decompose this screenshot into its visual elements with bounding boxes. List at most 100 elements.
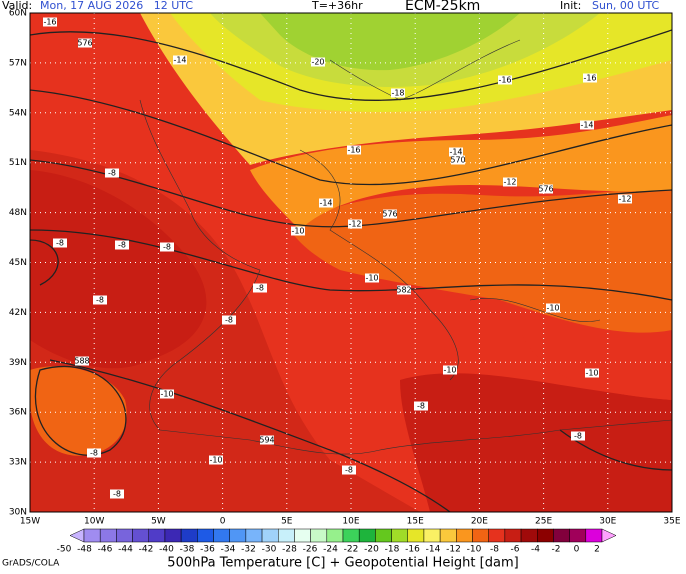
contour-label-box — [43, 17, 57, 27]
contour-label-box — [105, 168, 119, 178]
colorbar-label: -24 — [323, 545, 338, 555]
contour-label: -10 — [585, 368, 599, 378]
colorbar-label: -14 — [426, 545, 441, 555]
lon-label: 0 — [220, 517, 226, 527]
lat-label: 33N — [9, 458, 27, 468]
contour-label-box — [110, 489, 124, 499]
contour-label: -10 — [291, 226, 305, 236]
contour-label-box — [580, 120, 594, 130]
contour-label-text: -8 — [56, 239, 64, 248]
colorbar-box — [585, 528, 603, 543]
contour-label: -8 — [414, 401, 428, 411]
colorbar-label: -42 — [139, 545, 154, 555]
contour-label-text: -16 — [498, 76, 511, 85]
contour-label-box — [451, 155, 465, 165]
contour-label-text: -8 — [96, 296, 104, 305]
colorbar-label: -4 — [531, 545, 540, 555]
contour-label: -12 — [618, 194, 632, 204]
colorbar-box — [132, 528, 149, 543]
contour-label-box — [75, 356, 89, 366]
contour-label: -10 — [160, 389, 174, 399]
model-name: ECM-25km — [405, 0, 480, 14]
colorbar-box — [569, 528, 587, 543]
colorbar-label: -26 — [303, 545, 318, 555]
colorbar-box — [375, 528, 392, 543]
contour-label: -16 — [583, 73, 597, 83]
init-time: Sun, 00 UTC — [592, 0, 660, 12]
footer-title: 500hPa Temperature [C] + Geopotential He… — [167, 556, 518, 571]
contour-label: 576 — [538, 184, 554, 194]
colorbar-box — [83, 528, 101, 543]
contour-label-text: -8 — [345, 466, 353, 475]
contour-label: -8 — [87, 448, 101, 458]
contour-label: 588 — [74, 356, 90, 366]
contour-label-text: -20 — [311, 58, 324, 67]
colorbar-label: -16 — [405, 545, 420, 555]
contour-label: -10 — [443, 365, 457, 375]
contour-label-text: -16 — [43, 18, 56, 27]
lat-label: 60N — [9, 9, 27, 19]
lat-label: 42N — [9, 308, 27, 318]
colorbar-box — [456, 528, 473, 543]
contour-label-box — [618, 194, 632, 204]
lead-time: T=+36hr — [311, 0, 363, 12]
contour-label-box — [291, 226, 305, 236]
contour-label-text: 576 — [538, 185, 553, 194]
lat-label: 48N — [9, 208, 27, 218]
colorbar-box — [310, 528, 328, 543]
contour-label-box — [78, 38, 92, 48]
colorbar-box — [148, 528, 166, 543]
colorbar-label: -32 — [241, 545, 256, 555]
lon-label: 5W — [151, 517, 166, 527]
lat-lon-grid — [30, 13, 672, 512]
contour-label-box — [209, 455, 223, 465]
valid-label: Valid: — [2, 0, 32, 12]
contour-label-box — [347, 145, 361, 155]
colorbar-label: -50 — [57, 545, 72, 555]
contour-label: -18 — [391, 88, 405, 98]
contour-label-box — [115, 240, 129, 250]
colorbar-label: -38 — [180, 545, 195, 555]
contour-label: -8 — [222, 315, 236, 325]
contour-label-text: -8 — [90, 449, 98, 458]
contour-label-box — [583, 73, 597, 83]
colorbar-label: -46 — [98, 545, 113, 555]
lat-label: 39N — [9, 358, 27, 368]
contour-label-box — [539, 184, 553, 194]
contour-label-box — [503, 177, 517, 187]
contour-label: -8 — [93, 295, 107, 305]
contour-label: 576 — [382, 209, 398, 219]
colorbar-label: -28 — [282, 545, 297, 555]
colorbar-box — [294, 528, 311, 543]
colorbar-box — [537, 528, 554, 543]
lon-label: 10W — [84, 517, 104, 527]
contour-label-box — [260, 435, 274, 445]
contour-label: 582 — [396, 285, 412, 295]
colorbar-high-triangle — [601, 528, 617, 543]
contour-label-box — [585, 368, 599, 378]
contour-label-box — [449, 147, 463, 157]
lat-label: 57N — [9, 58, 27, 68]
contour-label-text: -8 — [574, 432, 582, 441]
contour-label-box — [443, 365, 457, 375]
contour-label-text: 588 — [74, 357, 89, 366]
contour-label-box — [383, 209, 397, 219]
contour-label-box — [222, 315, 236, 325]
colorbar-box — [504, 528, 522, 543]
colorbar-label: -10 — [467, 545, 482, 555]
lon-label: 25E — [535, 517, 552, 527]
contour-label: -20 — [311, 57, 325, 67]
contour-label-text: -8 — [163, 243, 171, 252]
contour-label-box — [571, 431, 585, 441]
contour-label: 570 — [450, 155, 466, 165]
lon-label: 10E — [342, 517, 359, 527]
contour-label: 594 — [259, 435, 275, 445]
colorbar-label: -6 — [511, 545, 520, 555]
colorbar-label: -2 — [552, 545, 561, 555]
colorbar-label: -44 — [118, 545, 133, 555]
lon-label: 15E — [407, 517, 424, 527]
contour-label-text: 582 — [396, 286, 411, 295]
lon-label: 30E — [599, 517, 616, 527]
contour-label: -14 — [580, 120, 594, 130]
contour-label-box — [253, 283, 267, 293]
